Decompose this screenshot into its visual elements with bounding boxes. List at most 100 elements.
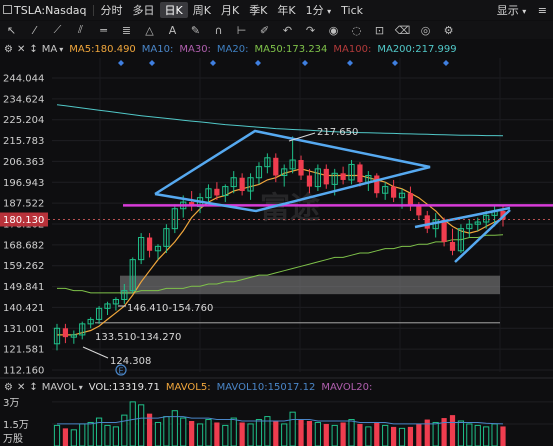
tab-multiday[interactable]: 多日 <box>132 4 155 17</box>
event-diamond <box>118 60 124 66</box>
candle-body <box>348 163 355 181</box>
brush-icon[interactable]: ✐ <box>259 23 270 37</box>
display-menu[interactable]: 显示 ▾ ≡ <box>492 2 553 18</box>
up-arrow-icon[interactable]: ↕ <box>29 43 38 55</box>
text-icon[interactable]: A <box>168 23 177 37</box>
grid-icon[interactable] <box>3 5 12 14</box>
tab-1min[interactable]: 1分 ▾ <box>301 2 337 18</box>
volume-bar <box>138 404 145 446</box>
undo-icon[interactable]: ↶ <box>282 23 293 37</box>
volume-bar <box>407 426 414 446</box>
tab-quarterly[interactable]: 季K <box>249 4 268 17</box>
candle-body <box>289 159 296 170</box>
ma30-label: MA30: <box>179 43 211 55</box>
chevron-down-icon[interactable]: ▾ <box>78 382 83 392</box>
shape-icon[interactable]: △ <box>145 23 154 37</box>
price-tick-label: 215.783 <box>3 136 44 147</box>
ma-title[interactable]: MA <box>41 43 58 55</box>
candle <box>390 179 397 203</box>
event-diamond <box>302 60 308 66</box>
volume-bar <box>398 427 406 446</box>
candle-body <box>95 307 103 320</box>
tab-daily[interactable]: 日K <box>159 2 188 18</box>
tab-tick[interactable]: Tick <box>341 3 363 17</box>
hide-icon[interactable]: ◌ <box>351 23 362 37</box>
ray-icon[interactable]: ⟋ <box>53 23 62 36</box>
volume-bar <box>424 419 430 446</box>
channel-icon[interactable]: ⫽ <box>78 23 83 36</box>
tab-yearly[interactable]: 年K <box>277 4 296 17</box>
mavol-title[interactable]: MAVOL <box>41 381 77 393</box>
candle <box>79 321 86 340</box>
price-tick-label: 225.204 <box>3 115 44 126</box>
candle-body <box>239 177 245 192</box>
up-arrow-icon[interactable]: ↕ <box>29 381 38 393</box>
lock-icon[interactable]: ⊡ <box>374 23 385 37</box>
candle <box>449 228 456 256</box>
volume-bar <box>163 416 170 446</box>
candle-body <box>441 219 447 242</box>
candle <box>281 164 288 187</box>
magnet-icon[interactable]: ∩ <box>214 23 223 37</box>
ma200-label: MA200:217.999 <box>377 43 457 55</box>
candle-body <box>222 186 229 196</box>
redo-icon[interactable]: ↷ <box>305 23 316 37</box>
candle <box>382 182 389 200</box>
chevron-down-icon: ▾ <box>522 7 527 16</box>
tab-intraday[interactable]: 分时 <box>100 4 123 17</box>
trendline-icon[interactable]: ⁄ <box>33 23 36 37</box>
symbol-label[interactable]: TSLA:Nasdaq <box>14 3 87 17</box>
settings-icon[interactable]: ⚙ <box>4 43 13 55</box>
candle-body <box>407 193 414 207</box>
candle-body <box>398 192 406 199</box>
volume-bar <box>87 421 94 446</box>
tab-weekly[interactable]: 周K <box>192 4 211 17</box>
drawing-toolbar: ↖ ⁄ ⟋ ⫽ ═ ≣ △ A ✎ ∩ ⊢ ✐ ↶ ↷ ◉ ◌ ⊡ ⌫ ◎ ⚙ <box>0 21 553 39</box>
candle <box>474 217 481 231</box>
eye-icon[interactable]: ◉ <box>328 23 339 37</box>
cursor-icon[interactable]: ↖ <box>6 23 17 37</box>
candle <box>289 136 296 174</box>
more-icon[interactable]: ✕ <box>16 381 26 393</box>
pencil-icon[interactable]: ✎ <box>190 23 201 37</box>
volume-bar <box>129 401 136 446</box>
volume-bar <box>374 422 380 446</box>
mavol5-label: MAVOL5: <box>165 381 211 393</box>
volume-bar <box>196 423 204 446</box>
zone-upper <box>120 275 500 295</box>
settings-icon[interactable]: ⚙ <box>4 381 13 393</box>
vol-axis-unit: 万股 <box>3 433 23 445</box>
price-tick-label: 112.160 <box>3 366 44 377</box>
volume-bar <box>441 418 447 446</box>
candle-body <box>281 168 288 177</box>
ma5-label: MA5:180.490 <box>69 43 136 55</box>
candle <box>222 184 229 203</box>
gear-icon[interactable]: ⚙ <box>443 23 454 37</box>
vol-axis-15k: 1.5万 <box>3 420 29 431</box>
visible-icon[interactable]: ◎ <box>420 23 431 37</box>
delete-icon[interactable]: ⌫ <box>394 23 411 37</box>
volume-bar <box>189 421 195 446</box>
price-tick-label: 131.001 <box>3 324 44 335</box>
volume-bar <box>474 424 481 446</box>
mavol10-label: MAVOL10:15017.12 <box>216 381 316 393</box>
menu-icon[interactable]: ≡ <box>537 4 547 17</box>
candle <box>357 162 363 187</box>
tab-monthly[interactable]: 月K <box>220 4 240 17</box>
candle-body <box>112 299 120 305</box>
candle-body <box>70 334 77 338</box>
vol-label: VOL:13319.71 <box>88 381 160 393</box>
chevron-down-icon[interactable]: ▾ <box>59 44 64 54</box>
candle <box>264 153 271 174</box>
volume-bar <box>112 426 120 446</box>
measure-icon[interactable]: ⊢ <box>236 23 247 37</box>
volume-bar <box>314 421 321 446</box>
volume-bar <box>340 422 346 446</box>
fib-icon[interactable]: ≣ <box>121 23 132 37</box>
horizontal-line-icon[interactable]: ═ <box>100 23 107 37</box>
candle-body <box>87 318 94 325</box>
more-icon[interactable]: ✕ <box>16 43 26 55</box>
price-tick-label: 168.682 <box>3 240 44 251</box>
